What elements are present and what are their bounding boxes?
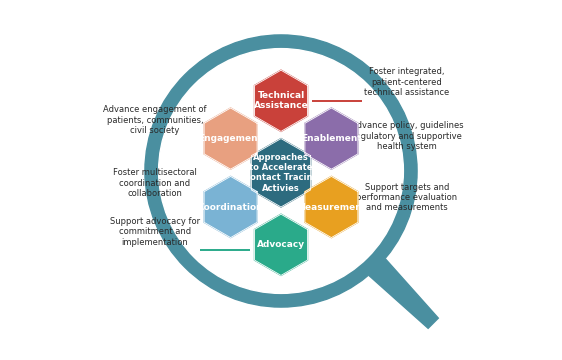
Polygon shape	[305, 176, 358, 238]
Polygon shape	[255, 214, 307, 275]
Text: Foster multisectoral
coordination and
collaboration: Foster multisectoral coordination and co…	[113, 168, 197, 198]
Text: Support advocacy for
commitment and
implementation: Support advocacy for commitment and impl…	[110, 217, 200, 247]
Polygon shape	[204, 176, 257, 238]
Polygon shape	[204, 108, 257, 169]
Text: Engagement: Engagement	[198, 134, 262, 143]
Polygon shape	[305, 108, 358, 169]
Circle shape	[158, 49, 404, 293]
Polygon shape	[251, 139, 311, 207]
Polygon shape	[255, 70, 307, 131]
Text: Support targets and
performance evaluation
and measurements: Support targets and performance evaluati…	[356, 183, 457, 212]
Circle shape	[145, 35, 417, 307]
Text: Advocacy: Advocacy	[257, 240, 305, 249]
Text: Advance engagement of
patients, communities,
civil society: Advance engagement of patients, communit…	[103, 105, 207, 135]
Polygon shape	[369, 259, 438, 328]
Text: Approaches
to Accelerate
Contact Tracing
Activies: Approaches to Accelerate Contact Tracing…	[244, 153, 318, 193]
Text: Technical
Assistance: Technical Assistance	[253, 91, 309, 111]
Text: Coordination: Coordination	[198, 202, 264, 211]
Text: Measurement: Measurement	[296, 202, 366, 211]
Text: Foster integrated,
patient-centered
technical assistance: Foster integrated, patient-centered tech…	[364, 67, 450, 97]
Text: Advance policy, guidelines
regulatory and supportive
health system: Advance policy, guidelines regulatory an…	[351, 121, 463, 151]
Text: Enablement: Enablement	[301, 134, 362, 143]
